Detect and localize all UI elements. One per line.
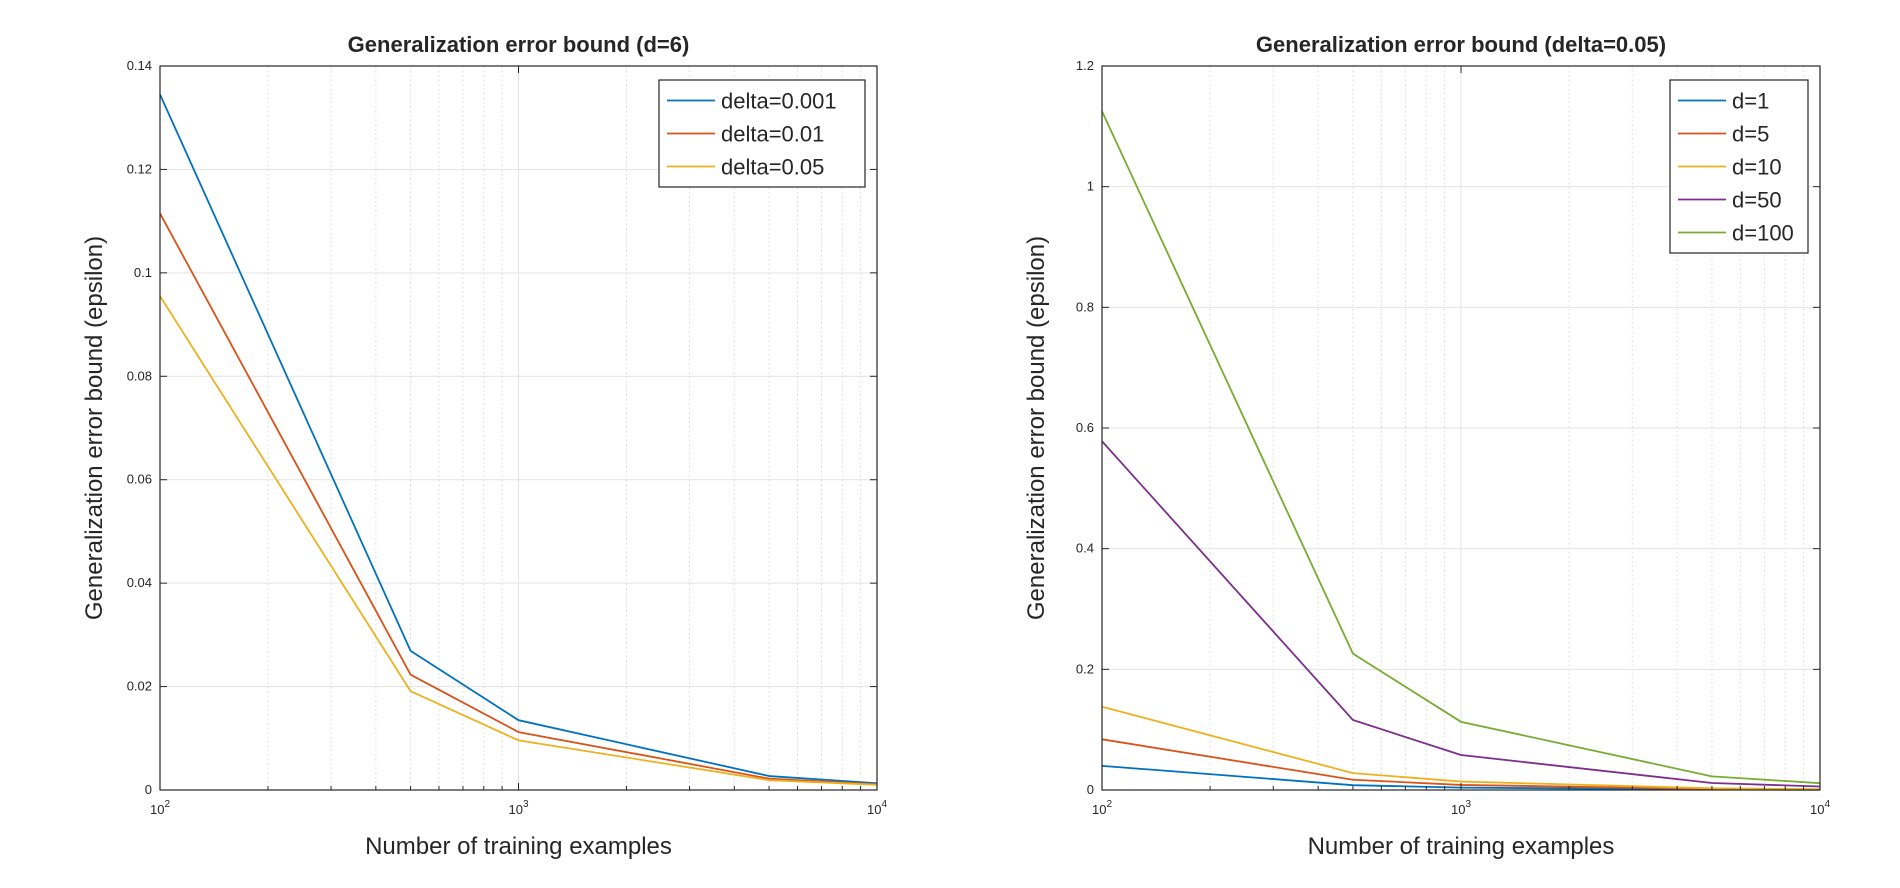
chart-title: Generalization error bound (delta=0.05): [1256, 32, 1666, 57]
x-tick-label: 104: [867, 799, 887, 817]
y-tick-label: 0.2: [1076, 661, 1094, 676]
y-tick-label: 0.06: [127, 472, 152, 487]
x-tick-base: 10: [508, 802, 522, 817]
y-tick-label: 0.04: [127, 575, 152, 590]
legend-entry-label: d=50: [1732, 188, 1782, 213]
y-tick-label: 0.6: [1076, 420, 1094, 435]
legend-entry-label: delta=0.05: [721, 155, 824, 180]
y-tick-label: 0.4: [1076, 541, 1094, 556]
x-tick-exponent: 2: [1106, 799, 1112, 810]
y-tick-label: 0.1: [134, 265, 152, 280]
y-tick-label: 0.14: [127, 58, 152, 73]
y-tick-label: 0: [1087, 782, 1094, 797]
legend-entry-label: d=100: [1732, 221, 1794, 246]
legend-entry-label: d=10: [1732, 155, 1782, 180]
legend: delta=0.001 delta=0.01 delta=0.05: [658, 79, 866, 188]
x-axis-label: Number of training examples: [365, 833, 672, 860]
legend-entry-label: delta=0.001: [721, 89, 837, 114]
series-line-3: [1101, 440, 1821, 788]
y-tick-label: 0.8: [1076, 299, 1094, 314]
y-axis-label: Generalization error bound (epsilon): [81, 236, 108, 620]
series-line-2: [1101, 705, 1821, 791]
x-tick-base: 10: [150, 802, 164, 817]
y-tick-label: 0.12: [127, 161, 152, 176]
series-line-2: [159, 295, 878, 786]
y-axis-label: Generalization error bound (epsilon): [1023, 236, 1050, 620]
x-tick-exponent: 2: [164, 799, 170, 810]
x-tick-label: 104: [1810, 799, 1830, 817]
legend-entry-label: d=5: [1732, 122, 1769, 147]
x-tick-label: 102: [1092, 799, 1112, 817]
y-tick-label: 1.2: [1076, 58, 1094, 73]
legend: d=1 d=5 d=10 d=50 d=100: [1669, 79, 1809, 254]
x-tick-base: 10: [1810, 802, 1824, 817]
x-tick-label: 103: [508, 799, 528, 817]
x-tick-label: 103: [1451, 799, 1471, 817]
x-tick-base: 10: [1451, 802, 1465, 817]
y-tick-label: 1: [1087, 179, 1094, 194]
x-tick-exponent: 3: [523, 799, 529, 810]
x-tick-base: 10: [867, 802, 881, 817]
series-line-4: [1101, 110, 1821, 785]
legend-entry-label: delta=0.01: [721, 122, 824, 147]
chart-title: Generalization error bound (d=6): [348, 32, 690, 57]
x-tick-base: 10: [1092, 802, 1106, 817]
y-tick-label: 0.02: [127, 679, 152, 694]
legend-entry-label: d=1: [1732, 89, 1769, 114]
x-tick-exponent: 4: [1824, 799, 1830, 810]
series-line-0: [159, 94, 878, 785]
x-tick-exponent: 4: [881, 799, 887, 810]
y-tick-label: 0.08: [127, 368, 152, 383]
series-line-1: [159, 212, 878, 786]
x-axis-label: Number of training examples: [1308, 833, 1615, 860]
y-tick-label: 0: [145, 782, 152, 797]
x-tick-label: 102: [150, 799, 170, 817]
x-tick-exponent: 3: [1465, 799, 1471, 810]
